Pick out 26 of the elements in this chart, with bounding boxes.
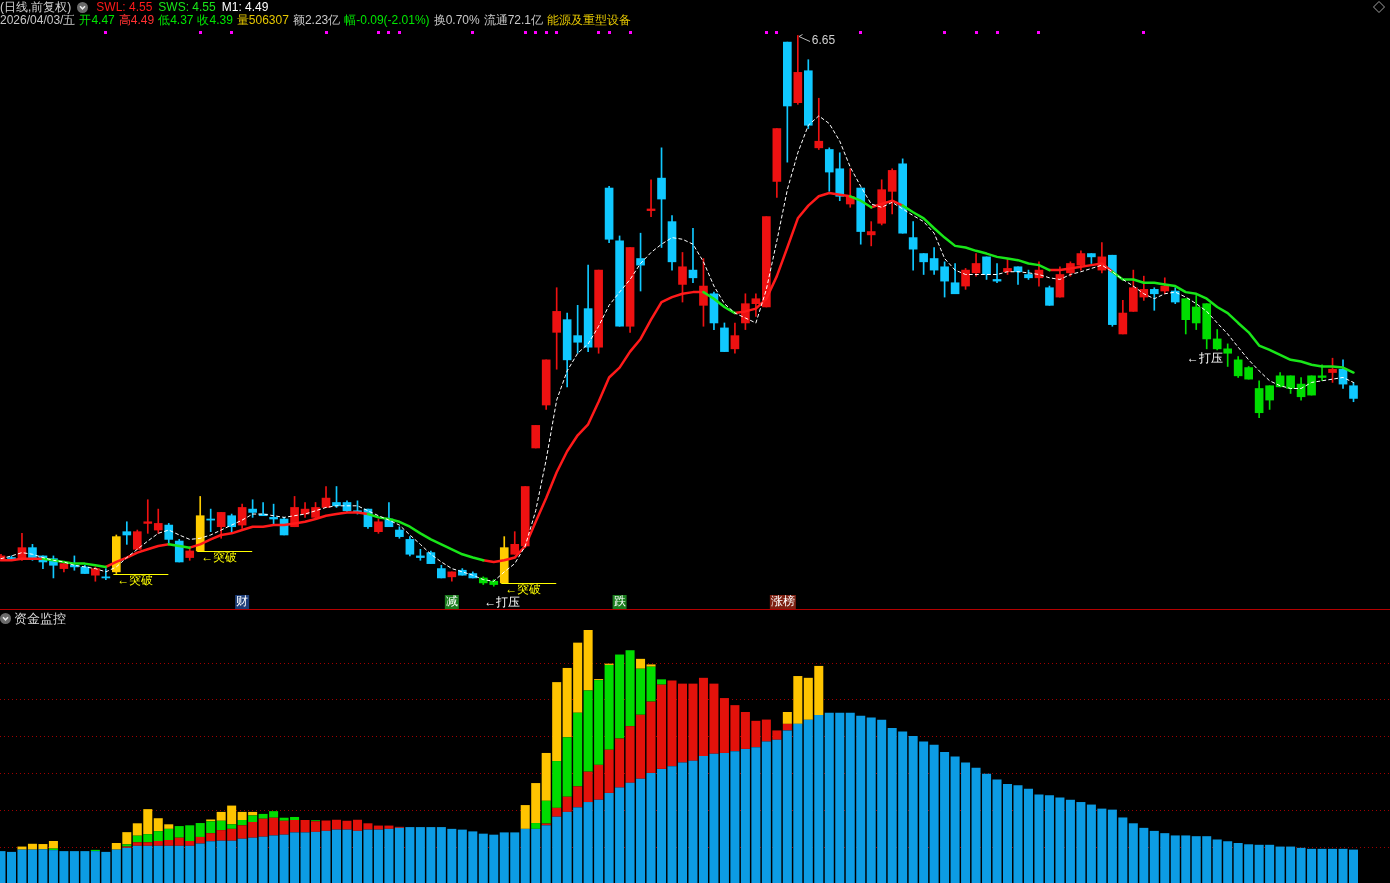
annotation: ←突破 (201, 550, 238, 565)
text: 减 (445, 594, 458, 609)
text: 财 (236, 594, 249, 609)
text: 能源及重型设备 (547, 13, 632, 27)
annotation: ←打压 (1186, 351, 1223, 366)
text: 2026/04/03/五 (0, 13, 76, 27)
text: 流通72.1亿 (483, 13, 544, 27)
annotation: 6.65 (811, 32, 836, 47)
chart-title: 资金监控 (14, 611, 66, 626)
text: 量506307 (236, 13, 289, 27)
text: 跌 (613, 594, 626, 609)
text: 低4.37 (158, 13, 194, 27)
text: 收4.39 (197, 13, 233, 27)
text: 幅-0.09(-2.01%) (344, 13, 430, 27)
text: SWL: 4.55 (96, 0, 153, 14)
text: 涨榜 (770, 594, 795, 609)
text: 开4.47 (79, 13, 115, 27)
chart-title: (日线,前复权) (0, 0, 72, 14)
text: 换0.70% (433, 13, 480, 27)
annotation: ←突破 (505, 582, 542, 597)
annotation: ←突破 (117, 572, 154, 587)
text: M1: 4.49 (221, 0, 269, 14)
text: 高4.49 (118, 13, 155, 27)
text: ←打压 (484, 594, 521, 609)
text: SWS: 4.55 (158, 0, 216, 14)
text: 额2.23亿 (292, 13, 341, 27)
